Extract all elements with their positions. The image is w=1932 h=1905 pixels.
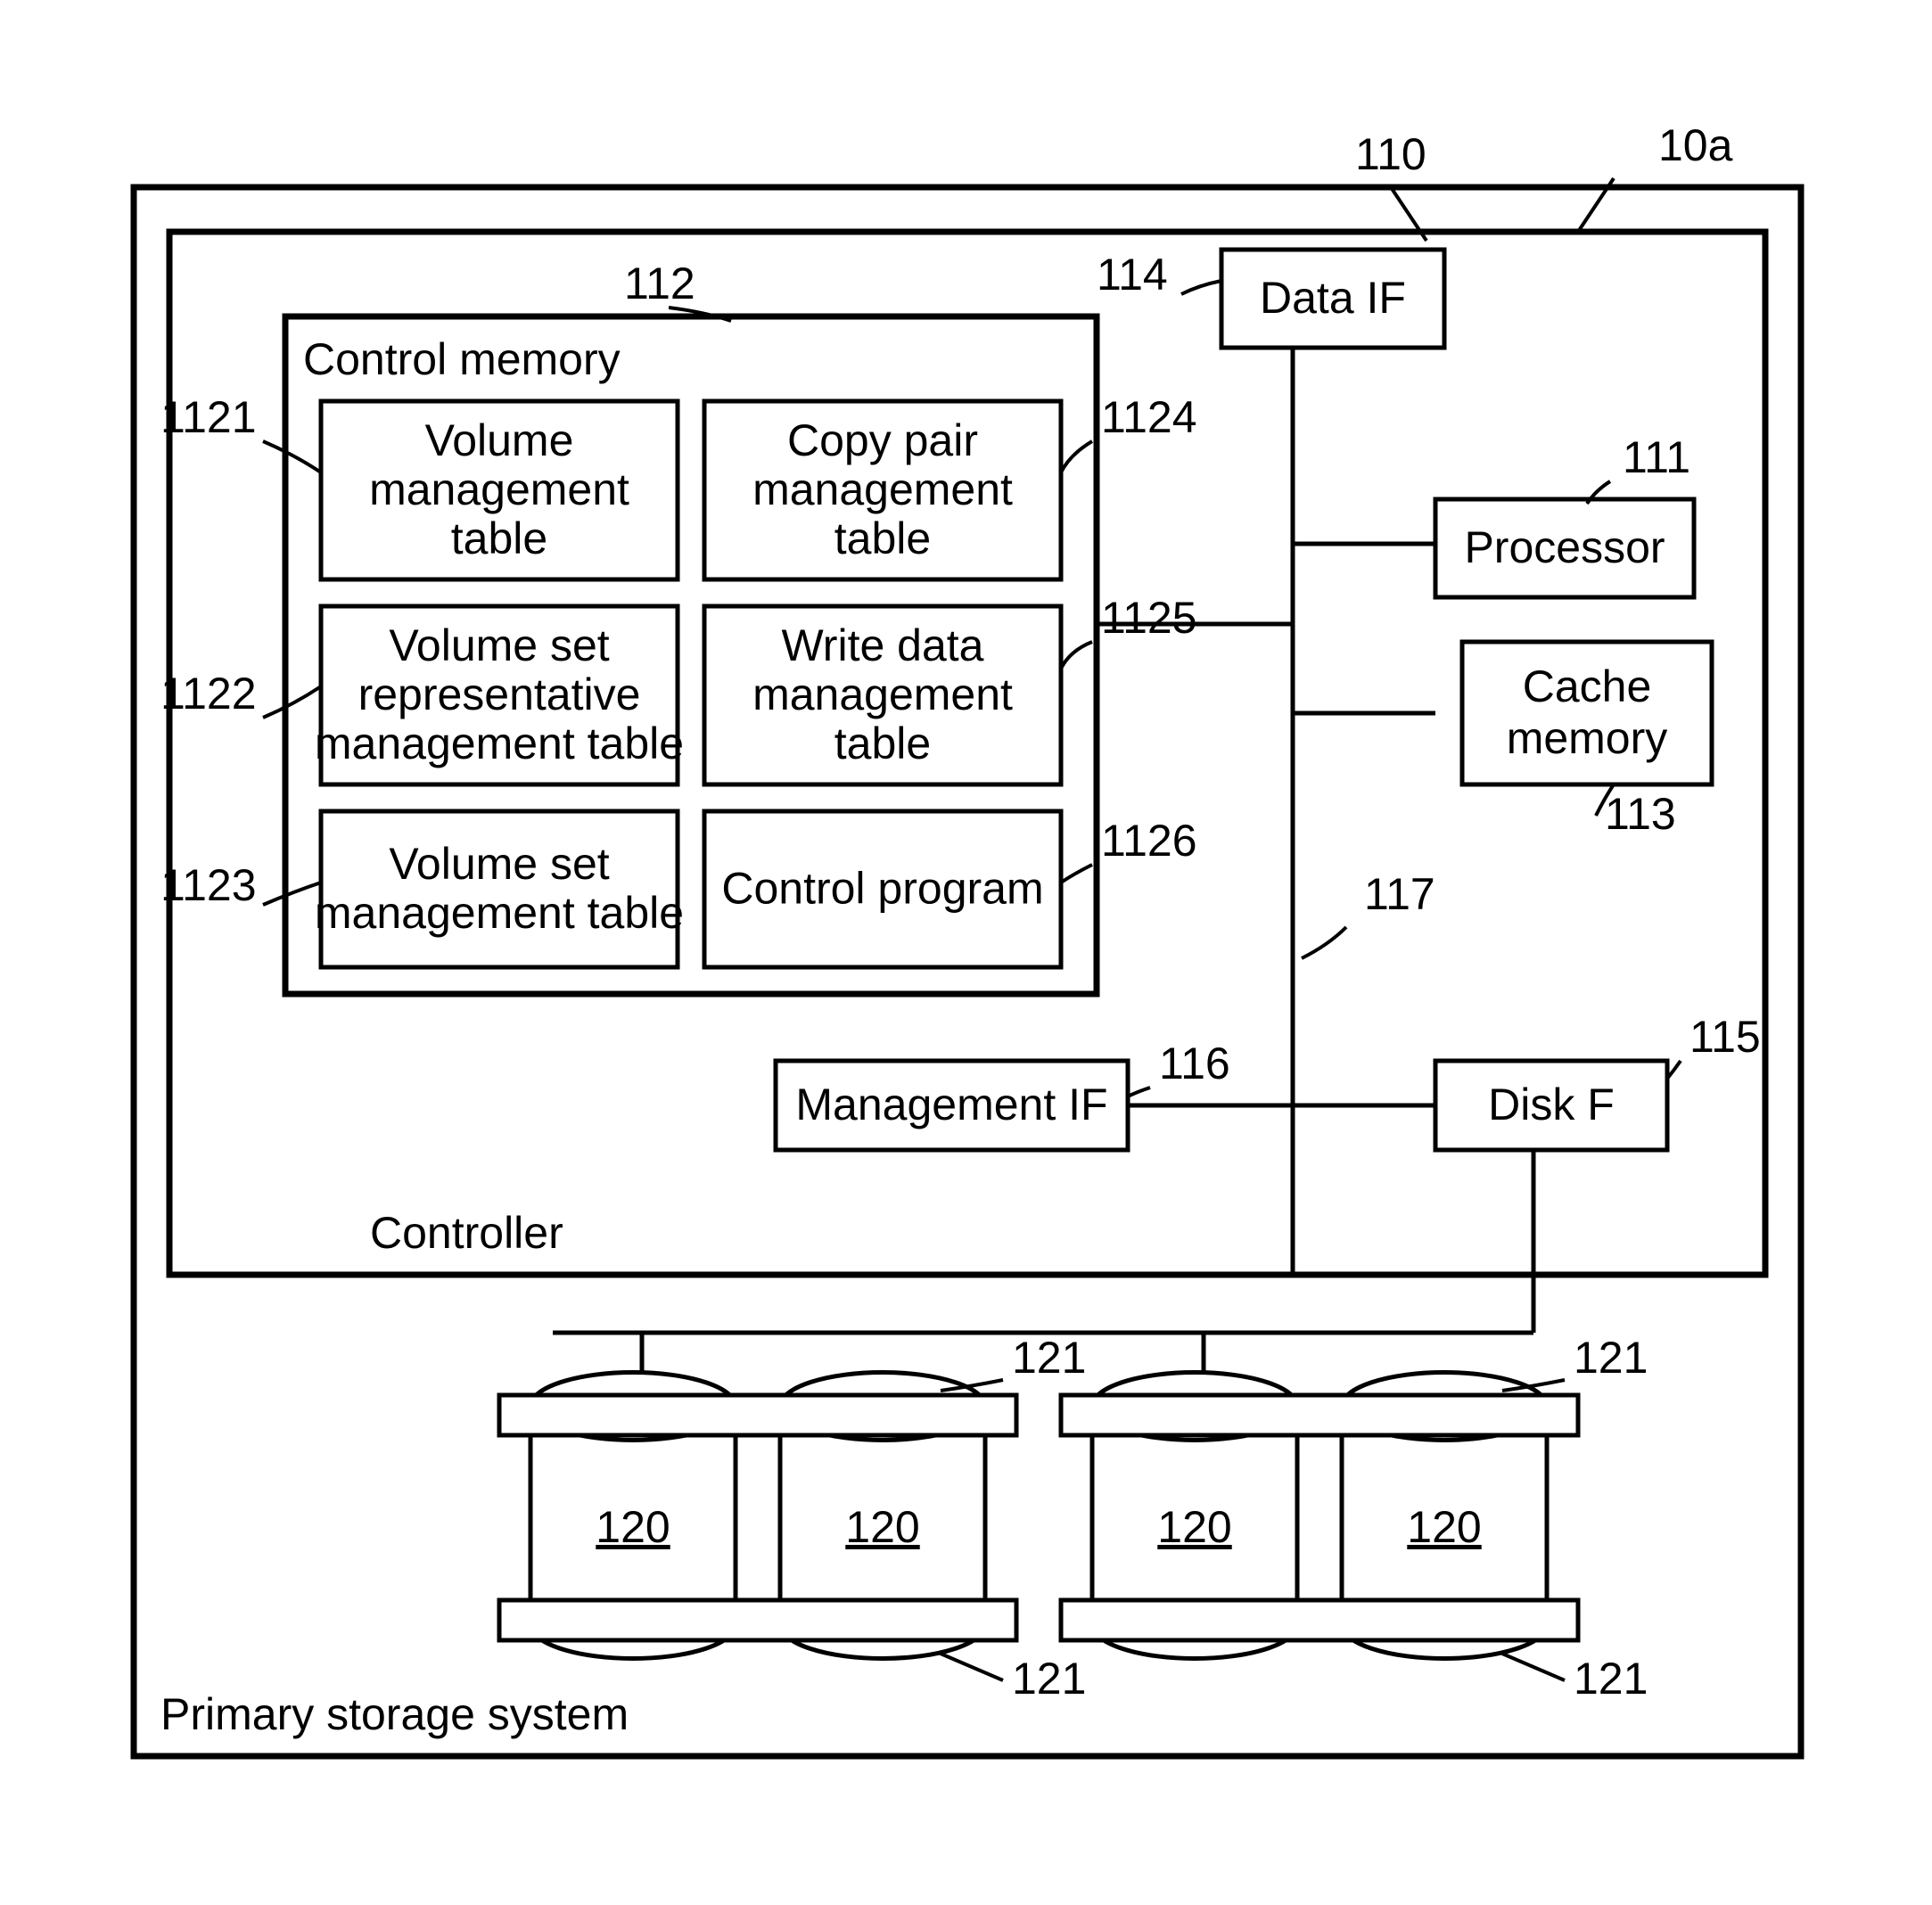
svg-text:120: 120 [1407,1502,1481,1552]
svg-text:115: 115 [1689,1012,1761,1062]
svg-text:116: 116 [1159,1039,1230,1088]
svg-text:114: 114 [1097,250,1168,300]
svg-text:Processor: Processor [1464,522,1665,572]
svg-text:table: table [834,718,931,768]
svg-text:Primary storage system: Primary storage system [160,1689,629,1739]
svg-text:Control memory: Control memory [303,334,621,384]
svg-text:111: 111 [1623,432,1690,482]
svg-text:1122: 1122 [160,669,257,718]
svg-text:Management IF: Management IF [795,1080,1107,1129]
svg-text:management: management [369,464,629,514]
svg-text:management table: management table [315,888,684,938]
control-memory: Control memory112Volumemanagementtable11… [160,259,1197,994]
svg-text:Write data: Write data [782,620,984,670]
svg-text:1126: 1126 [1101,816,1197,866]
svg-text:Volume set: Volume set [389,620,609,670]
svg-text:121: 121 [1574,1333,1648,1383]
svg-text:management: management [752,669,1013,719]
svg-text:Cache: Cache [1523,661,1652,711]
svg-text:1121: 1121 [160,392,257,442]
svg-text:120: 120 [1157,1502,1231,1552]
svg-text:120: 120 [845,1502,919,1552]
svg-text:110: 110 [1355,129,1426,179]
svg-text:121: 121 [1574,1654,1648,1704]
svg-text:management: management [752,464,1013,514]
svg-text:memory: memory [1507,713,1668,763]
svg-text:table: table [834,513,931,563]
svg-text:1125: 1125 [1101,593,1197,643]
svg-text:1124: 1124 [1101,392,1197,442]
svg-text:120: 120 [596,1502,670,1552]
svg-text:Controller: Controller [370,1208,563,1258]
svg-text:management table: management table [315,718,684,768]
svg-text:113: 113 [1605,789,1676,839]
svg-text:117: 117 [1364,869,1435,919]
svg-text:121: 121 [1012,1654,1086,1704]
svg-text:Control program: Control program [721,864,1043,914]
svg-text:representative: representative [358,669,641,719]
svg-text:table: table [451,513,547,563]
svg-text:Volume set: Volume set [389,839,609,889]
svg-text:112: 112 [624,259,695,308]
svg-text:Data IF: Data IF [1260,273,1406,323]
svg-text:Disk F: Disk F [1488,1080,1615,1129]
svg-text:1123: 1123 [160,860,257,910]
svg-text:Volume: Volume [425,415,574,465]
svg-text:10a: 10a [1658,120,1733,170]
svg-text:Copy pair: Copy pair [787,415,978,465]
svg-text:121: 121 [1012,1333,1086,1383]
